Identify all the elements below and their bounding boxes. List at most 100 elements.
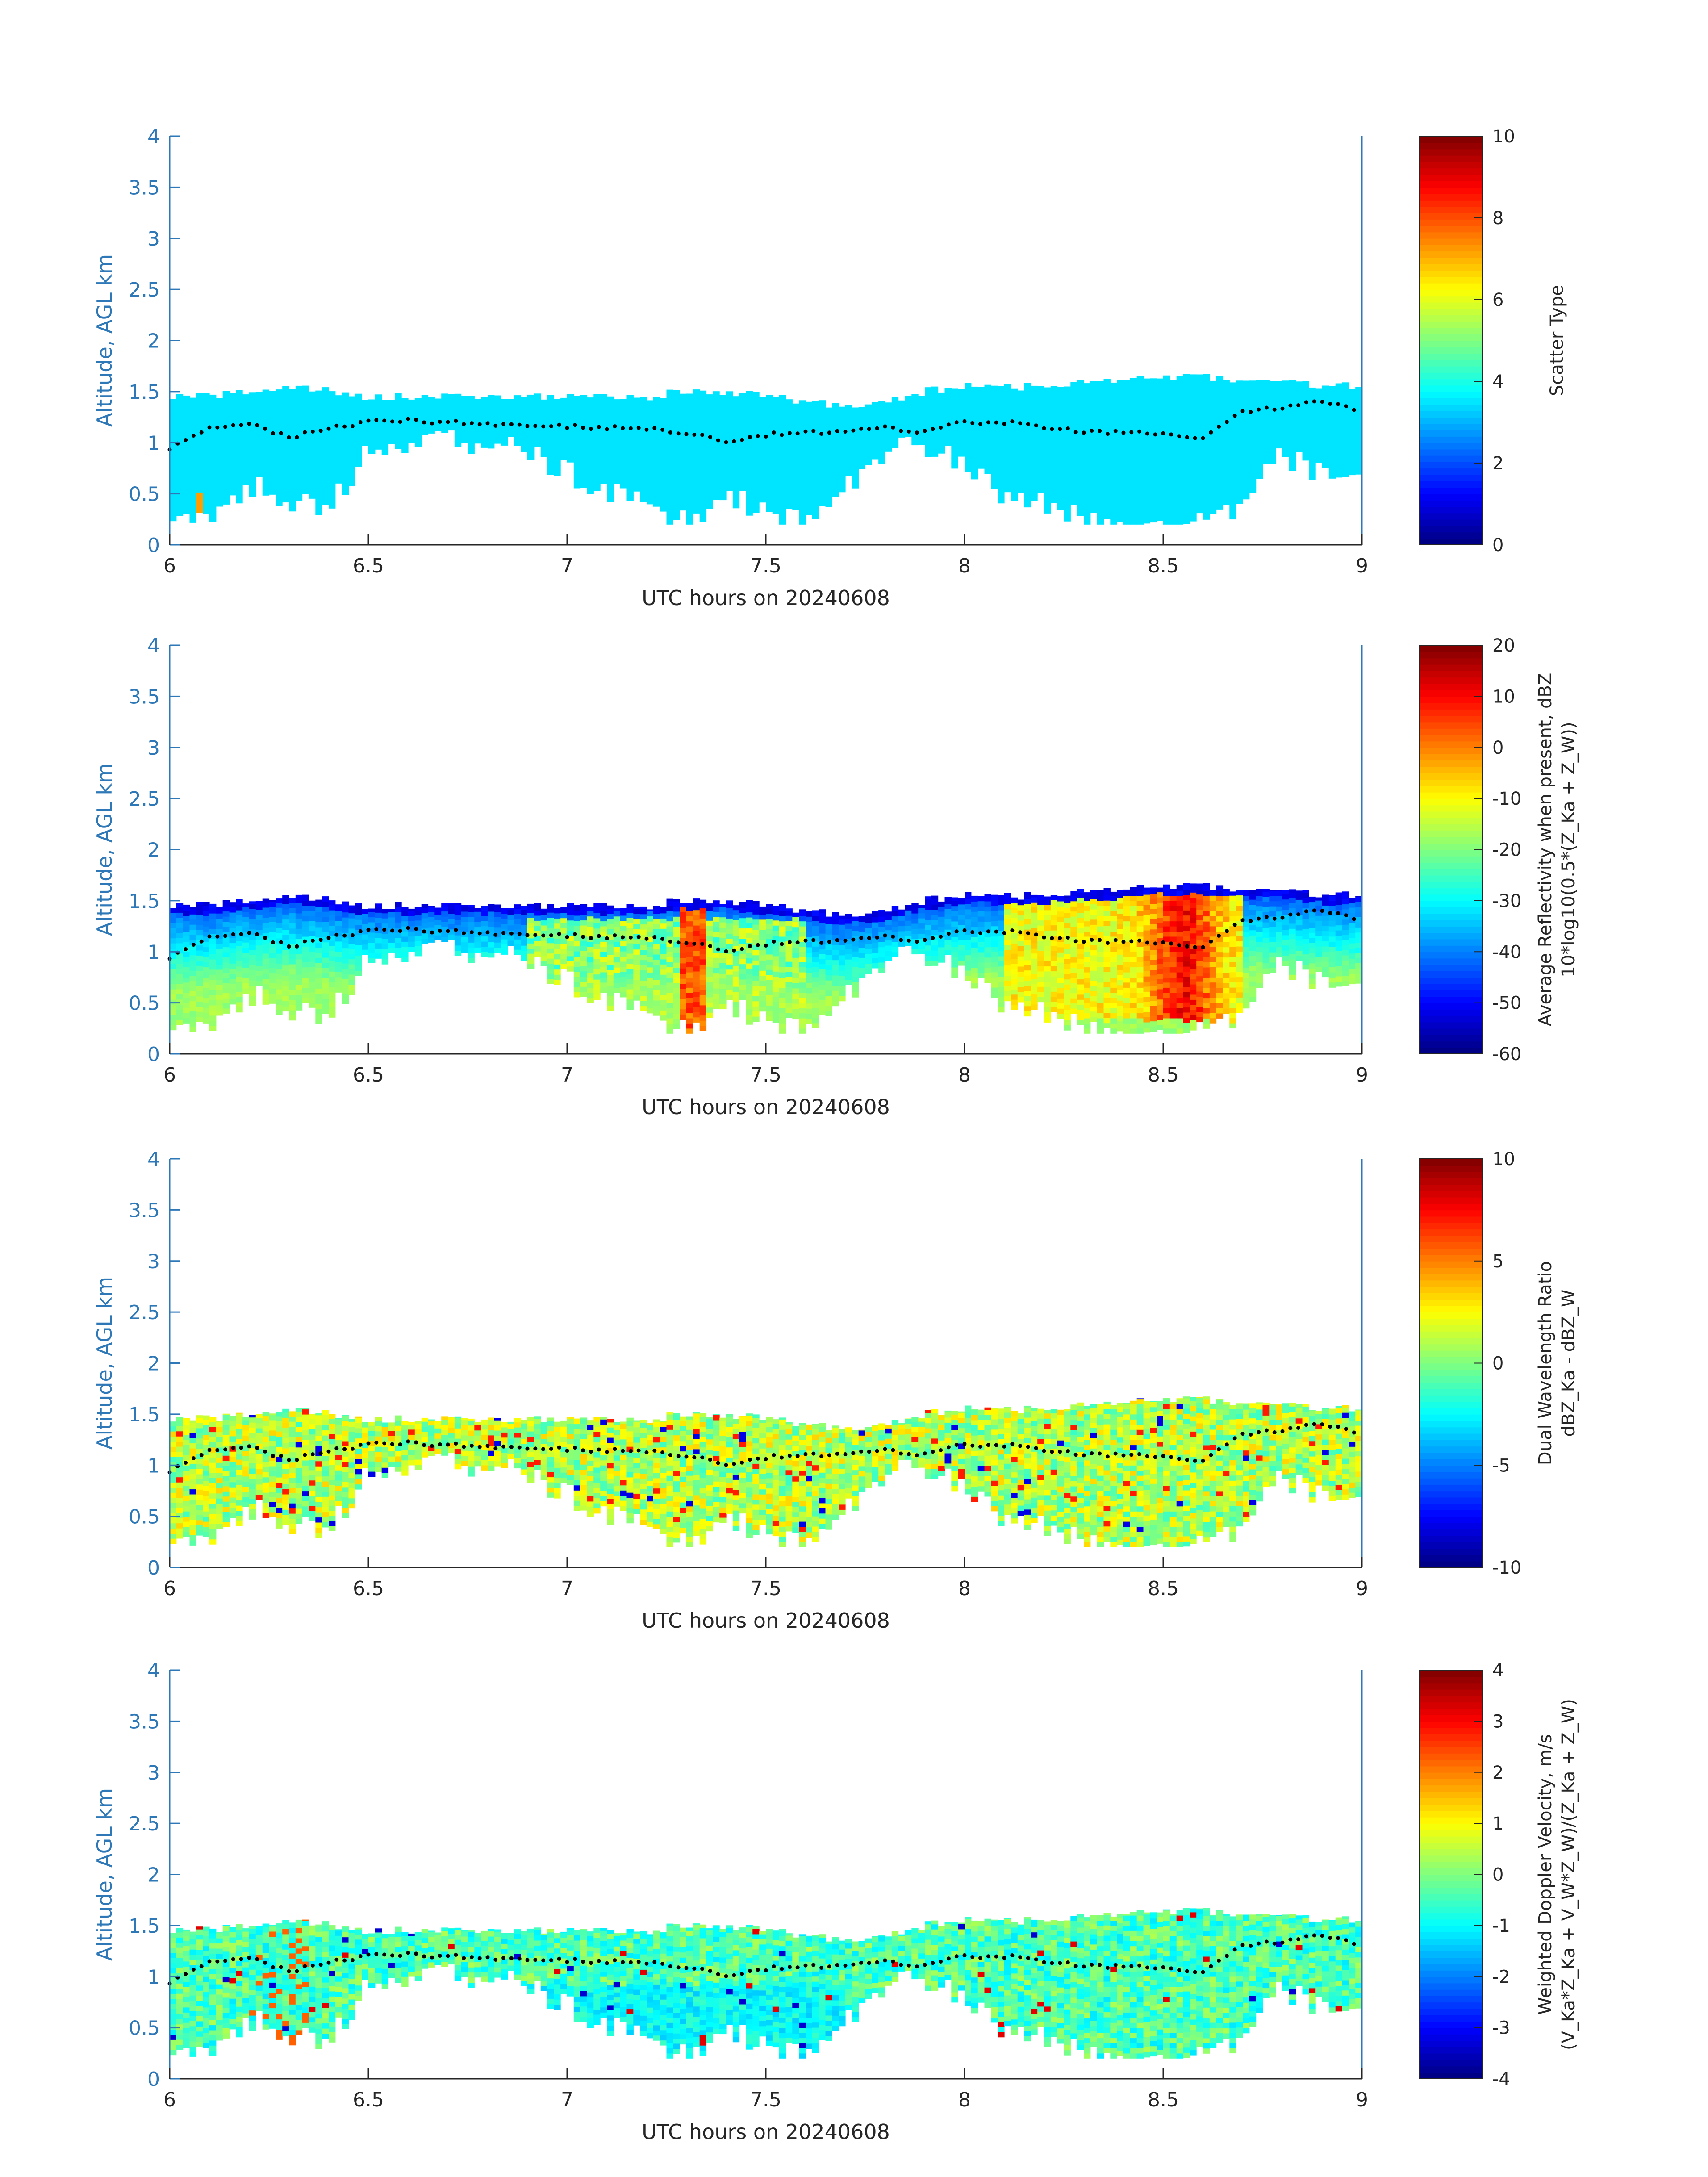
heatmap-cell xyxy=(925,451,932,457)
heatmap-cell xyxy=(1024,451,1031,456)
heatmap-cell xyxy=(680,459,687,465)
heatmap-cell xyxy=(302,911,309,916)
heatmap-cell xyxy=(488,927,495,932)
heatmap-cell xyxy=(1302,419,1309,425)
heatmap-cell xyxy=(222,952,230,958)
heatmap-cell xyxy=(1190,388,1197,394)
heatmap-cell xyxy=(812,478,819,484)
heatmap-cell xyxy=(1276,443,1283,449)
heatmap-cell xyxy=(461,428,468,434)
heatmap-cell xyxy=(1123,504,1131,510)
heatmap-cell xyxy=(1136,422,1144,428)
heatmap-cell xyxy=(1335,467,1343,472)
heatmap-cell xyxy=(269,402,276,408)
heatmap-cell xyxy=(342,469,349,475)
heatmap-cell xyxy=(1011,495,1018,501)
heatmap-cell xyxy=(481,951,488,957)
heatmap-cell xyxy=(1157,490,1164,496)
heatmap-cell xyxy=(660,908,667,914)
heatmap-cell xyxy=(170,500,177,506)
heatmap-cell xyxy=(189,512,196,518)
heatmap-cell xyxy=(1276,397,1283,403)
heatmap-cell xyxy=(255,909,263,915)
heatmap-cell xyxy=(613,402,621,408)
heatmap-cell xyxy=(282,909,289,915)
heatmap-cell xyxy=(613,987,621,993)
heatmap-cell xyxy=(527,449,535,455)
heatmap-cell xyxy=(812,473,819,479)
heatmap-cell xyxy=(1269,448,1276,454)
heatmap-cell xyxy=(189,466,196,472)
heatmap-cell xyxy=(567,442,574,447)
heatmap-cell xyxy=(1269,392,1276,397)
heatmap-cell xyxy=(739,393,747,394)
y-tick-label: 1.5 xyxy=(129,381,160,404)
cloud-top-dot xyxy=(621,426,625,430)
heatmap-cell xyxy=(1209,483,1217,489)
heatmap-cell xyxy=(1070,479,1077,485)
heatmap-cell xyxy=(388,423,395,429)
heatmap-cell xyxy=(759,451,766,457)
heatmap-cell xyxy=(1176,412,1184,418)
heatmap-cell xyxy=(209,959,217,965)
heatmap-cell xyxy=(971,459,978,464)
heatmap-cell xyxy=(236,396,243,401)
cloud-top-dot xyxy=(477,422,482,426)
heatmap-cell xyxy=(792,484,799,490)
heatmap-cell xyxy=(262,928,270,933)
heatmap-cell xyxy=(269,489,276,495)
heatmap-cell xyxy=(858,418,866,423)
heatmap-cell xyxy=(222,962,230,968)
heatmap-cell xyxy=(255,426,263,431)
heatmap-cell xyxy=(315,484,322,490)
heatmap-cell xyxy=(494,927,501,932)
cloud-top-dot xyxy=(485,421,490,426)
heatmap-cell xyxy=(1103,396,1111,402)
heatmap-cell xyxy=(1004,456,1011,462)
heatmap-cell xyxy=(289,944,296,949)
heatmap-cell xyxy=(1315,457,1323,463)
heatmap-cell xyxy=(414,951,422,957)
heatmap-cell xyxy=(944,425,952,431)
heatmap-cell xyxy=(971,453,978,459)
heatmap-cell xyxy=(653,450,660,456)
heatmap-cell xyxy=(1302,409,1309,415)
heatmap-cell xyxy=(640,980,647,986)
heatmap-cell xyxy=(342,464,349,470)
heatmap-cell xyxy=(626,907,634,913)
heatmap-cell xyxy=(938,407,945,413)
heatmap-cell xyxy=(170,439,177,445)
heatmap-cell xyxy=(196,400,203,406)
heatmap-cell xyxy=(216,460,223,466)
heatmap-cell xyxy=(295,964,303,970)
heatmap-cell xyxy=(554,954,561,960)
heatmap-cell xyxy=(1349,429,1356,435)
heatmap-cell xyxy=(1302,384,1309,389)
heatmap-cell xyxy=(1110,478,1117,484)
heatmap-cell xyxy=(189,919,196,925)
heatmap-cell xyxy=(666,473,673,479)
heatmap-cell xyxy=(1143,401,1150,406)
heatmap-cell xyxy=(216,399,223,405)
heatmap-cell xyxy=(282,960,289,966)
heatmap-cell xyxy=(454,400,462,406)
heatmap-cell xyxy=(779,478,786,484)
heatmap-cell xyxy=(620,468,627,473)
heatmap-cell xyxy=(236,437,243,443)
heatmap-cell xyxy=(262,480,270,485)
heatmap-cell xyxy=(1031,469,1038,475)
heatmap-cell xyxy=(660,399,667,405)
heatmap-cell xyxy=(766,455,773,461)
heatmap-cell xyxy=(905,396,912,397)
heatmap-cell xyxy=(1169,493,1177,499)
heatmap-cell xyxy=(1302,430,1309,435)
heatmap-cell xyxy=(580,966,588,972)
heatmap-cell xyxy=(203,499,210,504)
heatmap-cell xyxy=(640,405,647,410)
heatmap-cell xyxy=(329,442,336,447)
heatmap-cell xyxy=(309,941,316,947)
heatmap-cell xyxy=(209,481,217,486)
heatmap-cell xyxy=(1249,395,1257,401)
heatmap-cell xyxy=(1256,453,1263,459)
heatmap-cell xyxy=(1090,456,1098,462)
